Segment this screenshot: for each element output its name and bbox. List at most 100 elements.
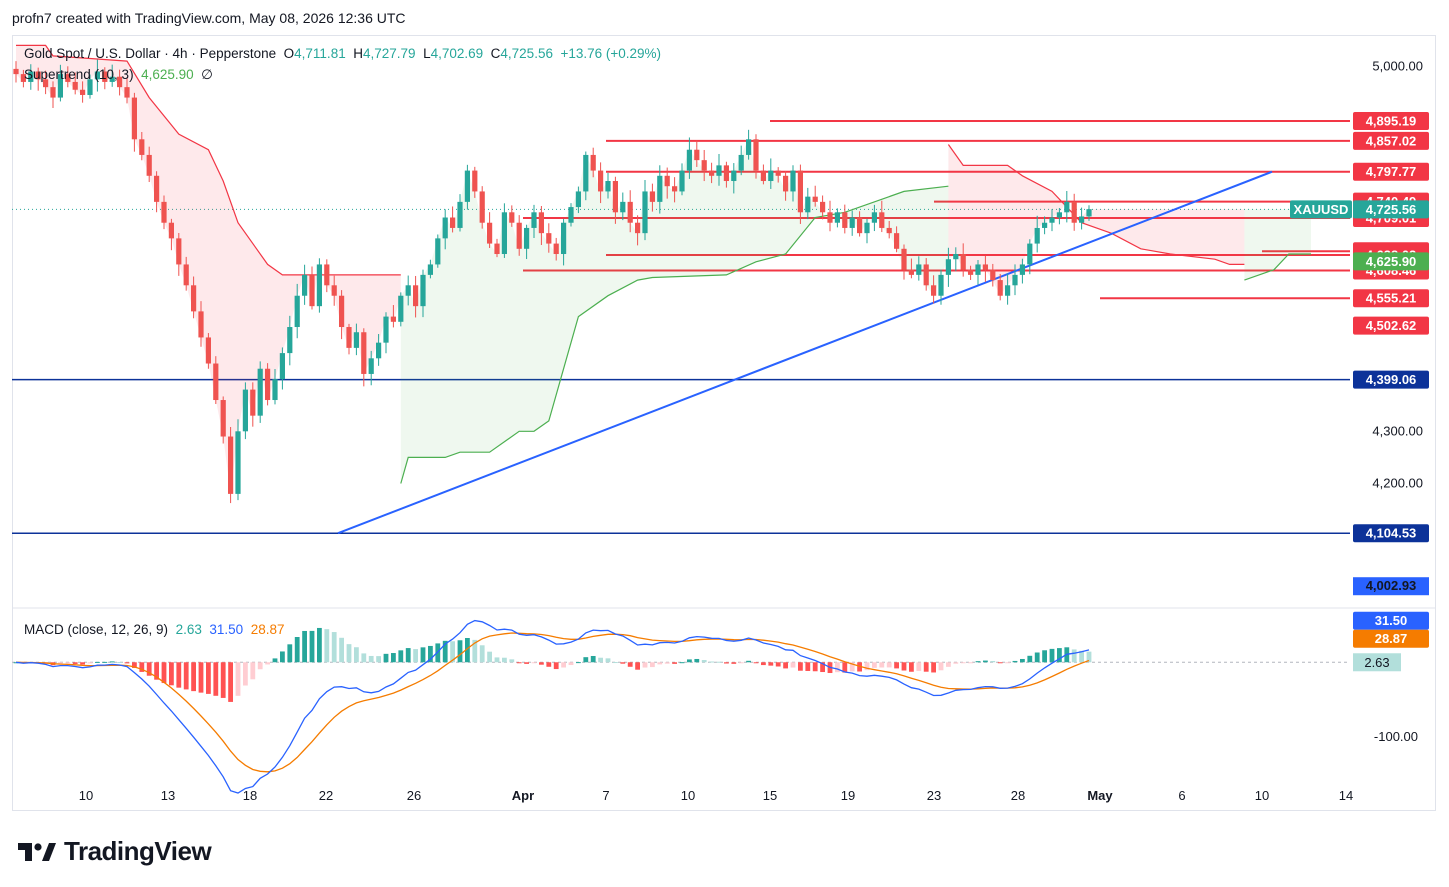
candle-body <box>442 217 448 239</box>
supertrend-fill-0 <box>16 45 401 494</box>
macd-hist-bar <box>753 662 759 664</box>
candle-body <box>827 212 833 223</box>
candle-body <box>420 274 426 307</box>
candle-body <box>353 332 359 348</box>
candle-body <box>294 295 300 328</box>
close-value: 4,725.56 <box>500 46 553 61</box>
macd-hist-bar <box>701 660 707 663</box>
macd-hist-bar <box>783 662 788 669</box>
candle-body <box>1034 227 1040 244</box>
macd-hist-bar <box>931 662 936 673</box>
candle-body <box>953 254 959 260</box>
candle-body <box>1005 285 1011 296</box>
macd-hist-value: 2.63 <box>175 622 202 637</box>
macd-hist-bar <box>479 645 485 663</box>
candle-body <box>309 274 315 307</box>
candle-body <box>324 264 330 286</box>
macd-hist-bar <box>109 661 115 663</box>
candle-body <box>842 212 848 228</box>
header-credit: profn7 created with TradingView.com, May… <box>12 10 406 26</box>
candle-body <box>257 368 263 416</box>
candle-body <box>124 87 130 98</box>
supertrend-label: Supertrend (10, 3) <box>24 67 134 82</box>
trendline <box>337 170 1273 535</box>
resistance-price-tag: 4,555.21 <box>1353 289 1429 308</box>
macd-hist-bar <box>553 662 559 670</box>
time-tick-label: 18 <box>243 788 257 803</box>
tradingview-logo[interactable]: TradingView <box>18 836 212 867</box>
candle-body <box>679 170 685 192</box>
candle-body <box>649 191 655 202</box>
candle-body <box>154 175 160 202</box>
macd-hist-bar <box>191 662 196 692</box>
candle-body <box>805 196 811 213</box>
macd-hist-bar <box>1034 652 1040 663</box>
macd-hist-bar <box>206 662 211 694</box>
horizontal-levels <box>12 119 1350 534</box>
time-tick-label: 14 <box>1339 788 1353 803</box>
macd-label: MACD (close, 12, 26, 9) <box>24 622 169 637</box>
candle-body <box>612 181 618 213</box>
macd-hist-bar <box>435 643 441 663</box>
macd-hist-bar <box>361 653 367 663</box>
macd-hist-bar <box>620 662 626 664</box>
resistance-price-tag-bg <box>1353 131 1429 150</box>
candle-body <box>272 379 278 401</box>
candle-body <box>383 316 389 343</box>
candle-body <box>864 222 870 234</box>
candle-body <box>938 274 944 296</box>
macd-hist-bar <box>664 662 670 664</box>
support-price-tag-bg <box>1353 524 1429 543</box>
macd-hist-bar <box>494 657 500 663</box>
candle-body <box>731 170 737 182</box>
macd-hist-bar <box>738 662 744 664</box>
macd-hist-bar <box>1027 655 1033 663</box>
macd-hist-bar <box>472 639 478 663</box>
chart-frame[interactable] <box>12 35 1436 811</box>
macd-hist-bar <box>154 662 159 680</box>
macd-hist-bar <box>176 662 182 688</box>
candle-body <box>982 264 988 270</box>
macd-hist-bar <box>383 653 389 663</box>
candle-body <box>894 233 900 249</box>
candle-body <box>220 400 226 437</box>
resistance-price-tag-text: 4,895.19 <box>1366 113 1417 128</box>
macd-line-tag-text: 31.50 <box>1375 613 1408 628</box>
price-tick-label: 5,000.00 <box>1372 58 1423 73</box>
macd-signal-value: 28.87 <box>250 622 285 637</box>
symbol-tag-bg <box>1290 200 1352 219</box>
candle-body <box>80 89 86 95</box>
macd-hist-bar <box>864 662 870 671</box>
resistance-price-tag: 4,857.02 <box>1353 131 1429 150</box>
macd-line-tag: 31.50 <box>1353 611 1429 630</box>
macd-hist-bar <box>613 662 618 664</box>
macd-hist-bar <box>746 660 751 663</box>
macd-hist-bar <box>354 647 359 663</box>
candle-body <box>139 139 145 155</box>
time-tick-label: 19 <box>841 788 855 803</box>
macd-hist-bar <box>243 662 248 686</box>
macd-hist-bar <box>220 662 226 698</box>
macd-hist-bar <box>879 662 885 668</box>
candle-body <box>716 165 722 176</box>
candle-body <box>531 212 537 228</box>
candle-body <box>746 139 752 155</box>
supertrend-line-2 <box>947 144 1245 265</box>
macd-hist-bar <box>368 655 374 663</box>
candle-body <box>768 170 774 182</box>
resistance-price-tag: 4,797.77 <box>1353 162 1429 181</box>
candle-body <box>916 264 922 275</box>
price-tick-label: 4,300.00 <box>1372 423 1423 438</box>
candle-body <box>908 269 914 275</box>
brand-name: TradingView <box>64 836 212 866</box>
macd-hist-bar <box>605 658 611 663</box>
macd-hist-bar <box>509 659 515 663</box>
candle-body <box>198 311 204 338</box>
time-tick-label: May <box>1087 788 1113 803</box>
macd-hist-bar <box>487 651 492 663</box>
macd-hist-bar <box>391 653 396 663</box>
macd-hist-bar <box>627 662 633 667</box>
macd-hist-bar <box>1086 651 1092 663</box>
macd-hist-bar <box>524 662 529 664</box>
